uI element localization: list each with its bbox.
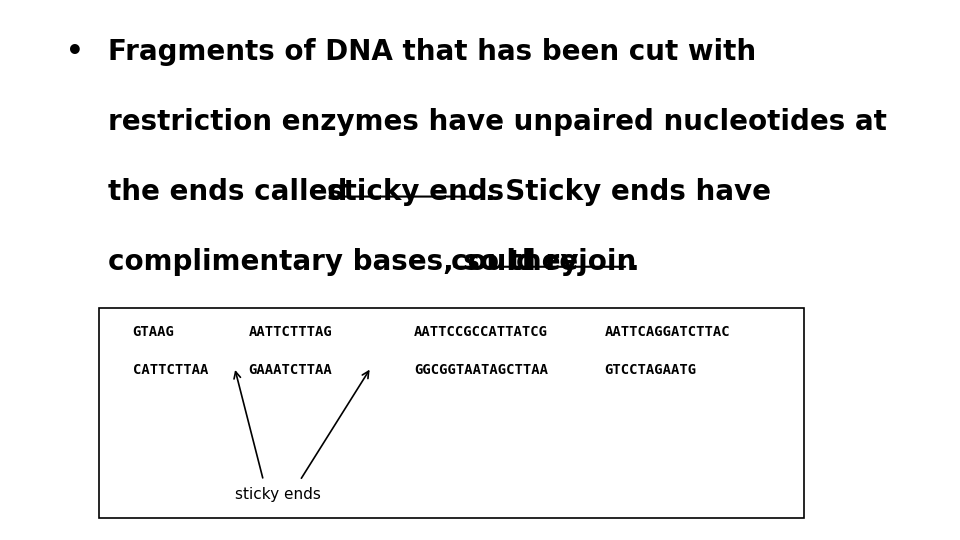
- Text: sticky ends: sticky ends: [234, 487, 321, 502]
- Text: .: .: [628, 248, 638, 276]
- Text: . Sticky ends have: . Sticky ends have: [485, 178, 771, 206]
- Text: GAAATCTTAA: GAAATCTTAA: [249, 363, 332, 377]
- Text: Fragments of DNA that has been cut with: Fragments of DNA that has been cut with: [108, 38, 756, 66]
- Text: GTCCTAGAATG: GTCCTAGAATG: [605, 363, 697, 377]
- Text: AATTCTTTAG: AATTCTTTAG: [249, 325, 332, 339]
- Text: complimentary bases, so they: complimentary bases, so they: [108, 248, 588, 276]
- Text: AATTCAGGATCTTAC: AATTCAGGATCTTAC: [605, 325, 731, 339]
- Text: sticky ends: sticky ends: [327, 178, 504, 206]
- Text: the ends called: the ends called: [108, 178, 357, 206]
- Text: •: •: [66, 38, 84, 66]
- Text: could rejoin: could rejoin: [451, 248, 636, 276]
- Text: GGCGGTAATAGCTTAA: GGCGGTAATAGCTTAA: [414, 363, 548, 377]
- Text: restriction enzymes have unpaired nucleotides at: restriction enzymes have unpaired nucleo…: [108, 108, 887, 136]
- FancyBboxPatch shape: [100, 308, 804, 518]
- Text: CATTCTTAA: CATTCTTAA: [132, 363, 208, 377]
- Text: AATTCCGCCATTATCG: AATTCCGCCATTATCG: [414, 325, 548, 339]
- Text: GTAAG: GTAAG: [132, 325, 175, 339]
